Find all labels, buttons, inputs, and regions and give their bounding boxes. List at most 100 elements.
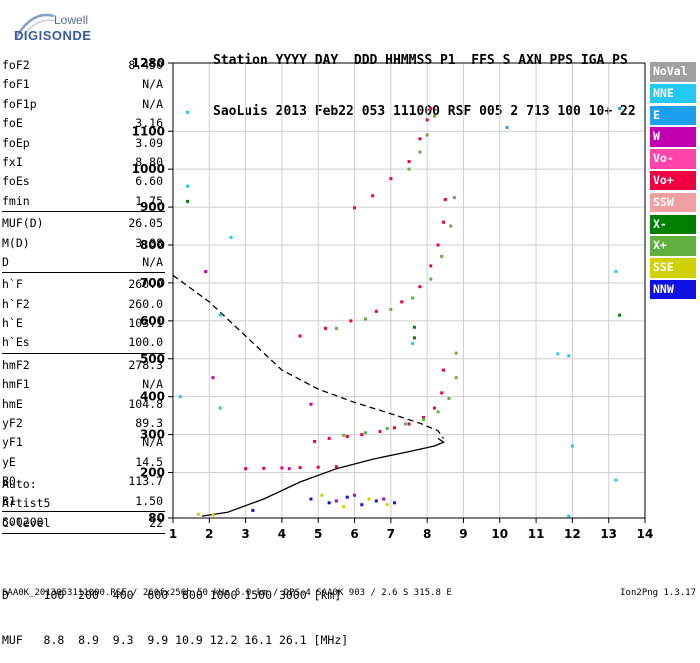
echo-point (618, 107, 622, 110)
y-tick-label: 600 (140, 314, 165, 328)
y-tick-label: 900 (140, 200, 165, 214)
x-tick-label: 13 (600, 527, 617, 541)
param-name: M(D) (2, 235, 30, 250)
param-name: fxI (2, 154, 23, 169)
auto-label: Auto: (2, 477, 37, 491)
echo-point (327, 501, 331, 505)
echo-point (251, 508, 255, 512)
lowell-digisonde-logo: Lowell DIGISONDE (12, 8, 162, 48)
param-row: fmin 1.75 (2, 192, 167, 211)
echo-point (298, 466, 302, 470)
param-value: 1.50 (135, 493, 163, 508)
param-name: B1 (2, 493, 16, 508)
y-tick-label: 500 (140, 352, 165, 366)
legend-item: NNW (650, 279, 696, 300)
echo-point (440, 391, 444, 395)
echo-point (360, 503, 364, 507)
echo-point (407, 167, 411, 171)
echo-point (374, 499, 378, 503)
plasma-frequency-profile (172, 274, 445, 439)
ionogram-chart: 1 2 3 4 5 6 7 8 9 10 11 12 13 14802003004005006007008… (132, 56, 654, 541)
echo-point (385, 503, 389, 507)
echo-point (429, 277, 433, 281)
muf-table: D 100 200 400 600 800 1000 1500 3000 [km… (2, 558, 348, 663)
param-name: h`F2 (2, 296, 30, 311)
param-name: B0 (2, 474, 16, 489)
param-value: 260.0 (128, 277, 163, 292)
param-name: hmF2 (2, 357, 30, 372)
param-name: MUF(D) (2, 216, 44, 231)
echo-point (385, 427, 389, 431)
auto-artist: Artist5 (2, 496, 51, 510)
software-version: Ion2Png 1.3.17 (620, 588, 696, 598)
echo-point (363, 317, 367, 321)
legend-item: NoVal (650, 62, 696, 82)
plot-frame (172, 62, 646, 519)
echo-point (432, 406, 436, 410)
echo-point (618, 313, 622, 317)
param-row: yF1 N/A (2, 433, 167, 452)
y-tick-label: 700 (140, 276, 165, 290)
echo-point (342, 505, 346, 509)
param-row: h`F2 260.0 (2, 295, 167, 314)
param-row: yE 14.5 (2, 453, 167, 472)
echo-point (178, 395, 182, 399)
x-tick-label: 4 (278, 527, 286, 541)
echo-point (436, 410, 440, 414)
echo-point (412, 325, 416, 329)
param-row: M(D) 3.08 (2, 234, 167, 253)
param-value: N/A (142, 435, 163, 450)
echo-point (374, 309, 378, 313)
param-value: 100.0 (128, 335, 163, 350)
param-value: 8.80 (135, 154, 163, 169)
echo-point (320, 493, 324, 497)
param-name: yE (2, 454, 16, 469)
echo-point (334, 499, 338, 503)
auto-code: 500200 (2, 515, 44, 529)
param-value: 8.450 (128, 58, 163, 72)
echo-point (400, 300, 404, 304)
echo-point (407, 422, 411, 426)
param-value: 22 (149, 515, 163, 530)
param-separator (2, 352, 165, 354)
legend-item: E (650, 105, 696, 126)
x-tick-label: 9 (459, 527, 467, 541)
param-row: h`F 260.0 (2, 275, 167, 294)
param-name: h`Es (2, 335, 30, 350)
legend-item: SSW (650, 192, 696, 213)
param-value: 104.8 (128, 396, 163, 411)
echo-point (418, 285, 422, 289)
echo-point (345, 434, 349, 438)
param-row: D N/A (2, 253, 167, 272)
header-labels: Station YYYY DAY DDD HHMMSS P1 FFS S AXN… (213, 53, 628, 68)
logo-line1: Lowell (54, 13, 89, 27)
echo-point (363, 431, 367, 435)
echo-point (441, 368, 445, 372)
param-value: N/A (142, 96, 163, 111)
param-name: foF1p (2, 96, 37, 111)
param-value: 14.5 (135, 454, 163, 469)
echo-point (323, 326, 327, 330)
param-value: 89.3 (135, 416, 163, 431)
x-tick-label: 7 (387, 527, 395, 541)
param-value: 103.1 (128, 316, 163, 331)
legend-item: W (650, 127, 696, 147)
param-name: C-level (2, 515, 51, 530)
echo-point (412, 336, 416, 340)
echo-point (429, 264, 433, 268)
param-row: foF1 N/A (2, 75, 167, 94)
echo-point (196, 512, 200, 516)
polarization-legend: NoVal NNE E W Vo- Vo+ SSW X- X+ SSE NNW (650, 62, 696, 302)
echo-point (422, 417, 426, 421)
x-tick-label: 3 (241, 527, 249, 541)
x-tick-label: 11 (528, 527, 545, 541)
echo-point (422, 416, 426, 420)
echo-point (432, 114, 436, 118)
legend-item: X- (650, 214, 696, 235)
echo-point (218, 313, 222, 317)
header-values: SaoLuis 2013 Feb22 053 111000 RSF 005 2 … (213, 104, 636, 119)
echo-point (392, 426, 396, 430)
logo-line2: DIGISONDE (14, 28, 92, 43)
muf-row: MUF 8.8 8.9 9.3 9.9 10.9 12.2 16.1 26.1 … (2, 633, 349, 647)
echo-point (309, 497, 313, 501)
